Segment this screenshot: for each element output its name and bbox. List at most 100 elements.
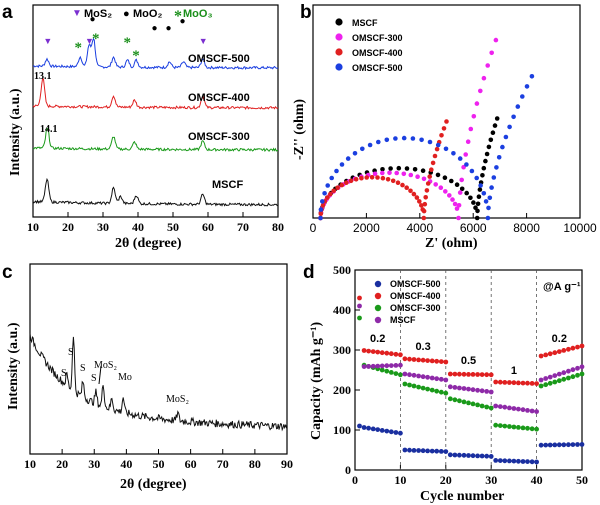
capacity-point xyxy=(529,381,535,386)
capacity-point xyxy=(538,442,544,448)
eis-point xyxy=(464,190,470,196)
capacity-point xyxy=(402,356,408,362)
eis-point xyxy=(414,195,420,200)
capacity-point xyxy=(388,429,394,435)
x-tick-label: 6000 xyxy=(460,221,487,235)
eis-point xyxy=(457,156,463,161)
capacity-point xyxy=(507,380,512,385)
panel-c-x-ticks: 10 20 30 40 50 60 70 80 90 xyxy=(24,449,293,471)
capacity-point xyxy=(561,442,567,448)
panel-a-xlabel: 2θ (degree) xyxy=(115,236,182,251)
eis-tail-point xyxy=(421,215,427,221)
panel-a-series xyxy=(32,37,279,207)
eis-tail-point xyxy=(480,173,485,178)
eis-point xyxy=(410,136,416,141)
moo2-marker-icon: ● xyxy=(123,8,130,20)
capacity-point xyxy=(579,442,585,447)
x-tick-label: 50 xyxy=(576,473,588,487)
eis-point xyxy=(452,201,458,207)
capacity-point xyxy=(447,384,453,390)
eis-tail-point xyxy=(424,188,430,193)
peak-annotation: MoS₂ xyxy=(94,360,117,371)
eis-tail-point xyxy=(423,195,429,200)
capacity-point xyxy=(525,459,530,464)
capacity-point xyxy=(438,359,444,364)
x-tick-label: 8000 xyxy=(513,221,540,235)
eis-tail-point xyxy=(486,205,491,211)
annotation-arrow xyxy=(98,365,102,385)
capacity-point xyxy=(443,377,449,383)
capacity-point xyxy=(534,381,539,386)
peak-annotation-13-1: 13.1 xyxy=(34,71,52,82)
eis-point xyxy=(435,142,441,148)
legend-label: OMSCF-400 xyxy=(352,48,403,58)
moo2-peak-marker: ● xyxy=(166,23,172,34)
xrd-line xyxy=(29,333,288,432)
eis-point xyxy=(345,156,351,161)
x-tick-label: 30 xyxy=(485,473,497,487)
panel-c-ylabel: Intensity (a.u.) xyxy=(6,322,21,410)
eis-point xyxy=(322,191,327,196)
legend-dot xyxy=(335,63,343,71)
eis-tail-point xyxy=(476,194,482,199)
eis-point xyxy=(443,189,448,194)
eis-point xyxy=(376,139,381,145)
capacity-point xyxy=(434,448,440,454)
eis-tail-point xyxy=(475,201,481,207)
panel-d-ylabel: Capacity (mAh g⁻¹) xyxy=(309,322,324,440)
x-tick-label: 50 xyxy=(153,457,165,471)
capacity-point xyxy=(452,385,458,390)
capacity-point xyxy=(561,376,567,382)
eis-point xyxy=(442,175,448,180)
capacity-point xyxy=(434,358,440,364)
capacity-point xyxy=(475,372,480,377)
capacity-point xyxy=(511,380,517,386)
panel-d-rate-labels: 0.2 0.3 0.5 1 0.2 xyxy=(370,333,567,377)
capacity-point xyxy=(502,458,508,464)
capacity-point xyxy=(561,370,567,376)
capacity-point xyxy=(470,387,476,393)
capacity-point xyxy=(475,402,480,408)
eis-point xyxy=(344,180,349,185)
label-omscf-300: OMSCF-300 xyxy=(188,131,250,143)
panel-d-unit-note: @A g⁻¹ xyxy=(543,281,581,293)
eis-tail-point xyxy=(425,181,431,186)
capacity-point xyxy=(507,458,512,464)
eis-point xyxy=(328,191,333,197)
capacity-point xyxy=(452,371,458,377)
eis-point xyxy=(459,186,465,192)
eis-point xyxy=(408,188,413,194)
legend-dot xyxy=(335,48,343,56)
mos2-peak-marker: ▼ xyxy=(85,36,94,46)
eis-point xyxy=(404,166,410,171)
eis-point xyxy=(384,137,390,143)
capacity-point xyxy=(420,374,426,380)
xrd-line-mscf xyxy=(32,177,279,207)
panel-b-xlabel: Z' (ohm) xyxy=(425,236,478,251)
capacity-point xyxy=(520,380,526,386)
capacity-point xyxy=(461,399,467,405)
eis-point xyxy=(375,175,380,180)
capacity-point xyxy=(479,388,485,394)
capacity-point xyxy=(402,381,408,387)
eis-point xyxy=(447,193,452,198)
rate-label: 0.2 xyxy=(552,333,567,345)
capacity-point xyxy=(511,406,517,411)
legend-moo2: MoO₂ xyxy=(133,8,162,20)
capacity-point xyxy=(556,378,562,384)
capacity-point xyxy=(425,448,430,454)
x-tick-label: 4000 xyxy=(406,221,433,235)
peak-annotation: MoS₂ xyxy=(166,394,189,405)
capacity-point xyxy=(497,423,503,428)
capacity-point xyxy=(543,382,549,388)
capacity-point xyxy=(438,389,444,395)
xrd-line-omscf-300 xyxy=(32,127,279,152)
eis-point xyxy=(364,175,370,180)
capacity-point xyxy=(416,384,421,390)
eis-point xyxy=(419,137,424,143)
capacity-point xyxy=(461,371,467,377)
eis-point xyxy=(411,191,417,197)
label-omscf-400: OMSCF-400 xyxy=(188,92,250,104)
y-tick-label: 200 xyxy=(333,383,351,397)
eis-tail-point xyxy=(422,201,428,207)
